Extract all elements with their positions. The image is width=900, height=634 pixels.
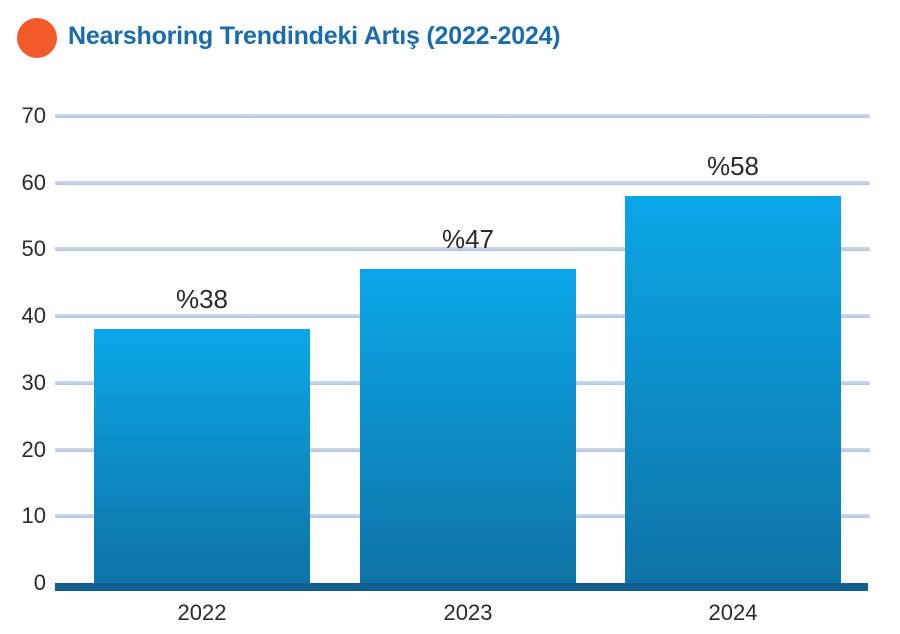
x-tick-label: 2024	[708, 600, 758, 625]
gridline	[55, 247, 870, 252]
bullet-icon	[17, 18, 57, 58]
gridline	[55, 180, 870, 185]
bar-value-label: %38	[175, 284, 229, 315]
bar-value-label: %58	[706, 151, 760, 182]
x-tick-label: 2022	[177, 600, 227, 625]
gridline	[55, 114, 870, 118]
y-tick-label: 50	[21, 236, 46, 262]
y-tick-label: 10	[21, 503, 46, 529]
bar	[94, 329, 310, 583]
y-tick-label: 0	[33, 570, 46, 595]
chart-header: Nearshoring Trendindeki Artış (2022-2024…	[0, 0, 900, 80]
y-tick-label: 20	[21, 436, 46, 462]
bar-value-label: %47	[441, 224, 495, 255]
chart-title: Nearshoring Trendindeki Artış (2022-2024…	[68, 22, 561, 50]
bar	[360, 269, 576, 583]
y-tick-label: 60	[21, 169, 46, 195]
x-tick-label: 2023	[443, 600, 493, 625]
y-tick-label: 30	[21, 369, 46, 395]
bar	[625, 196, 841, 583]
y-tick-label: 40	[21, 303, 46, 329]
x-axis-line	[55, 583, 868, 591]
y-tick-label: 70	[21, 103, 46, 128]
